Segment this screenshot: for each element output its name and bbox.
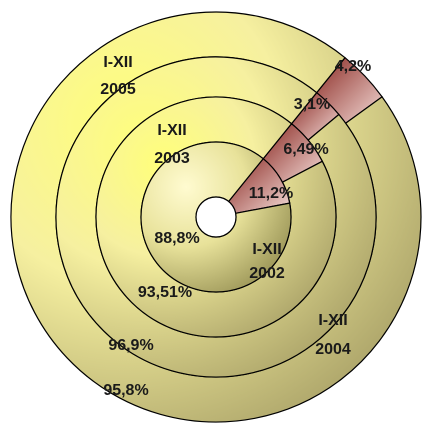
- ring-3-name-line-2: 2004: [315, 341, 351, 358]
- ring-3-value-label-1: 3,1%: [294, 96, 330, 113]
- ring-1-name-line-2: 2002: [249, 265, 285, 282]
- rings-group: [10, 11, 422, 423]
- ring-1-name-line-1: I-XII: [252, 241, 281, 258]
- ring-3-name-line-1: I-XII: [318, 312, 347, 329]
- ring-1-value-label-2: 88,8%: [154, 230, 199, 247]
- ring-3-value-label-2: 96,9%: [108, 337, 153, 354]
- ring-4-value-label-1: 4,2%: [335, 58, 371, 75]
- ring-1-value-label-1: 11,2%: [249, 185, 293, 202]
- ring-4-value-label-2: 95,8%: [103, 382, 148, 399]
- ring-2-name-line-2: 2003: [154, 150, 190, 167]
- labels-group: 11,2% 88,8% I-XII 2002 6,49% 93,51% I-XII 2003 3…: [100, 54, 371, 399]
- ring-2-value-label-1: 6,49%: [283, 141, 328, 158]
- ring-4-name-line-2: 2005: [100, 81, 136, 98]
- ring-2-name-line-1: I-XII: [157, 122, 186, 139]
- ring-2-value-label-2: 93,51%: [138, 284, 192, 301]
- ring-4-name-line-1: I-XII: [103, 54, 132, 71]
- donut-hole: [195, 196, 237, 238]
